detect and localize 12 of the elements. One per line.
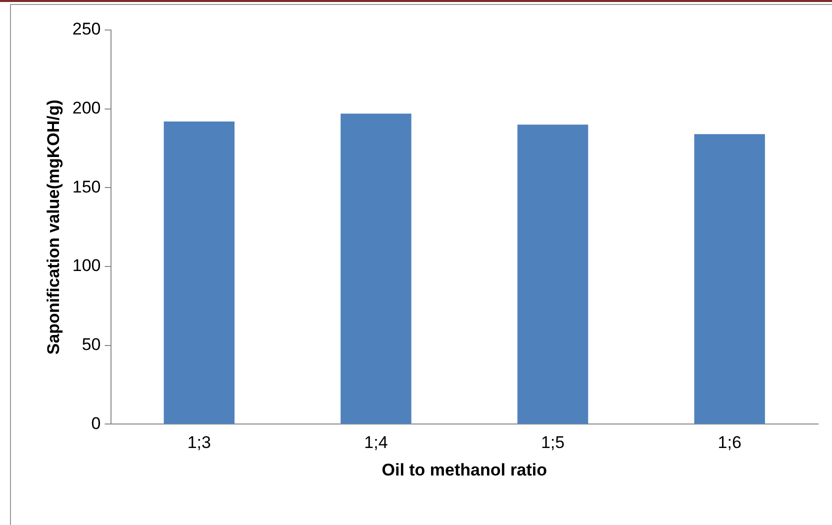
x-tick-label: 1;4 xyxy=(364,433,388,452)
y-tick-label: 250 xyxy=(72,20,101,39)
y-tick-label: 200 xyxy=(72,98,101,118)
y-tick-label: 50 xyxy=(82,335,101,354)
y-axis-title: Saponification value(mgKOH/g) xyxy=(44,100,63,355)
x-tick-label: 1;5 xyxy=(540,433,565,452)
x-tick-label: 1;6 xyxy=(718,433,742,452)
x-tick-label: 1;3 xyxy=(187,433,211,452)
y-tick-label: 0 xyxy=(91,414,101,433)
x-axis-title: Oil to methanol ratio xyxy=(382,460,548,480)
y-tick-label: 150 xyxy=(72,177,101,196)
y-tick-label: 100 xyxy=(72,256,101,276)
